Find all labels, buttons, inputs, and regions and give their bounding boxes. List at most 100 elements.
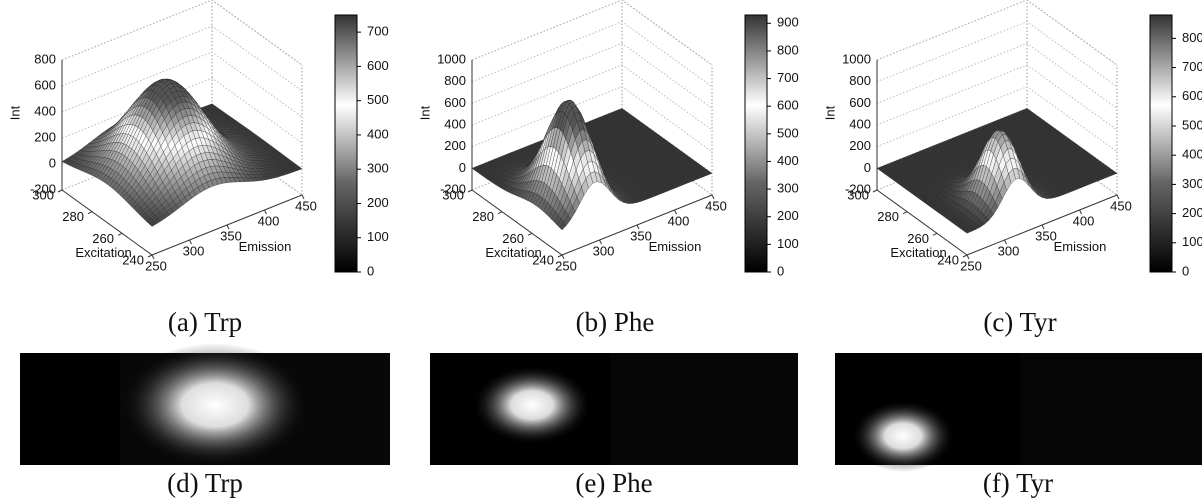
grid-line xyxy=(877,0,1117,65)
y-tick-label: 450 xyxy=(705,198,727,213)
x-tick-label: 280 xyxy=(472,209,494,224)
tick xyxy=(933,233,937,235)
colorbar-tick-label: 400 xyxy=(1182,147,1202,162)
colorbar-tick-label: 100 xyxy=(777,236,799,251)
y-tick-label: 400 xyxy=(258,213,280,228)
grid-line xyxy=(472,22,712,87)
x-tick-label: 260 xyxy=(907,231,929,246)
y-tick-label: 400 xyxy=(668,213,690,228)
caption: (a) Trp xyxy=(168,307,242,337)
colorbar-tick-label: 200 xyxy=(1182,205,1202,220)
colorbar-tick-label: 300 xyxy=(777,181,799,196)
tick xyxy=(468,190,472,192)
colorbar-tick-label: 0 xyxy=(367,263,374,278)
caption: (f) Tyr xyxy=(983,468,1053,498)
y-axis-label: Emission xyxy=(1054,239,1107,254)
grid-line xyxy=(62,26,302,91)
z-tick-label: 0 xyxy=(864,160,871,175)
grid-line xyxy=(472,43,712,108)
colorbar-tick-label: 200 xyxy=(367,195,389,210)
colorbar-tick-label: 800 xyxy=(777,42,799,57)
tick xyxy=(558,255,562,257)
y-tick-label: 300 xyxy=(593,243,615,258)
tick xyxy=(58,190,62,192)
x-axis-label: Excitation xyxy=(485,245,541,260)
x-tick-label: 280 xyxy=(877,209,899,224)
x-tick-label: 260 xyxy=(502,231,524,246)
colorbar-tick-label: 500 xyxy=(1182,117,1202,132)
colorbar-tick-label: 600 xyxy=(367,58,389,73)
colorbar-tick-label: 0 xyxy=(777,263,784,278)
grid-line xyxy=(62,0,302,65)
z-tick-label: 600 xyxy=(34,77,56,92)
z-tick-label: 400 xyxy=(849,116,871,131)
x-tick-label: 300 xyxy=(32,187,54,202)
colorbar-tick-label: 0 xyxy=(1182,263,1189,278)
colorbar xyxy=(745,15,767,272)
z-tick-label: 800 xyxy=(444,73,466,88)
z-axis-label: Int xyxy=(7,105,22,120)
z-tick-label: 0 xyxy=(49,155,56,170)
image-d xyxy=(20,343,390,467)
y-tick-label: 400 xyxy=(1073,213,1095,228)
grid-line xyxy=(877,22,1117,87)
colorbar-tick-label: 500 xyxy=(777,125,799,140)
z-tick-label: 400 xyxy=(34,103,56,118)
y-tick-label: 250 xyxy=(145,258,167,273)
colorbar-tick-label: 400 xyxy=(777,153,799,168)
colorbar-tick-label: 800 xyxy=(1182,30,1202,45)
z-tick-label: 200 xyxy=(849,138,871,153)
z-tick-label: 1000 xyxy=(842,51,871,66)
y-tick-label: 450 xyxy=(1110,198,1132,213)
z-tick-label: 600 xyxy=(444,95,466,110)
x-tick-label: 280 xyxy=(62,209,84,224)
y-tick-label: 450 xyxy=(295,198,317,213)
z-tick-label: 400 xyxy=(444,116,466,131)
tick xyxy=(498,212,502,214)
y-tick-label: 250 xyxy=(960,258,982,273)
colorbar-tick-label: 900 xyxy=(777,15,799,30)
tick xyxy=(528,233,532,235)
y-tick-label: 250 xyxy=(555,258,577,273)
image-e xyxy=(430,353,798,465)
z-tick-label: 800 xyxy=(34,51,56,66)
z-tick-label: 0 xyxy=(459,160,466,175)
surface-plot: -200020040060080010002402602803002503003… xyxy=(822,0,1202,337)
tick xyxy=(118,233,122,235)
colorbar-tick-label: 100 xyxy=(1182,234,1202,249)
colorbar-tick-label: 100 xyxy=(367,229,389,244)
z-tick-label: 800 xyxy=(849,73,871,88)
x-axis-label: Excitation xyxy=(75,245,131,260)
x-tick-label: 260 xyxy=(92,231,114,246)
caption: (b) Phe xyxy=(576,307,655,337)
colorbar-tick-label: 700 xyxy=(1182,59,1202,74)
tick xyxy=(88,212,92,214)
colorbar-tick-label: 200 xyxy=(777,208,799,223)
colorbar-tick-label: 400 xyxy=(367,126,389,141)
z-tick-label: 200 xyxy=(444,138,466,153)
y-tick-label: 300 xyxy=(183,243,205,258)
x-axis-label: Excitation xyxy=(890,245,946,260)
surface-plot: -200020040060080010002402602803002503003… xyxy=(417,0,798,337)
colorbar xyxy=(1150,15,1172,272)
colorbar xyxy=(335,15,357,272)
colorbar-tick-label: 300 xyxy=(367,161,389,176)
z-tick-label: 200 xyxy=(34,129,56,144)
tick xyxy=(963,255,967,257)
colorbar-tick-label: 500 xyxy=(367,92,389,107)
image-f xyxy=(835,353,1202,472)
x-tick-label: 300 xyxy=(442,187,464,202)
z-axis-label: Int xyxy=(822,105,837,120)
caption: (d) Trp xyxy=(167,468,243,498)
tick xyxy=(148,255,152,257)
y-axis-label: Emission xyxy=(649,239,702,254)
y-axis-label: Emission xyxy=(239,239,292,254)
colorbar-tick-label: 600 xyxy=(777,98,799,113)
y-tick-label: 300 xyxy=(998,243,1020,258)
colorbar-tick-label: 700 xyxy=(777,70,799,85)
grid-line xyxy=(472,0,712,65)
colorbar-tick-label: 700 xyxy=(367,24,389,39)
tick xyxy=(903,212,907,214)
